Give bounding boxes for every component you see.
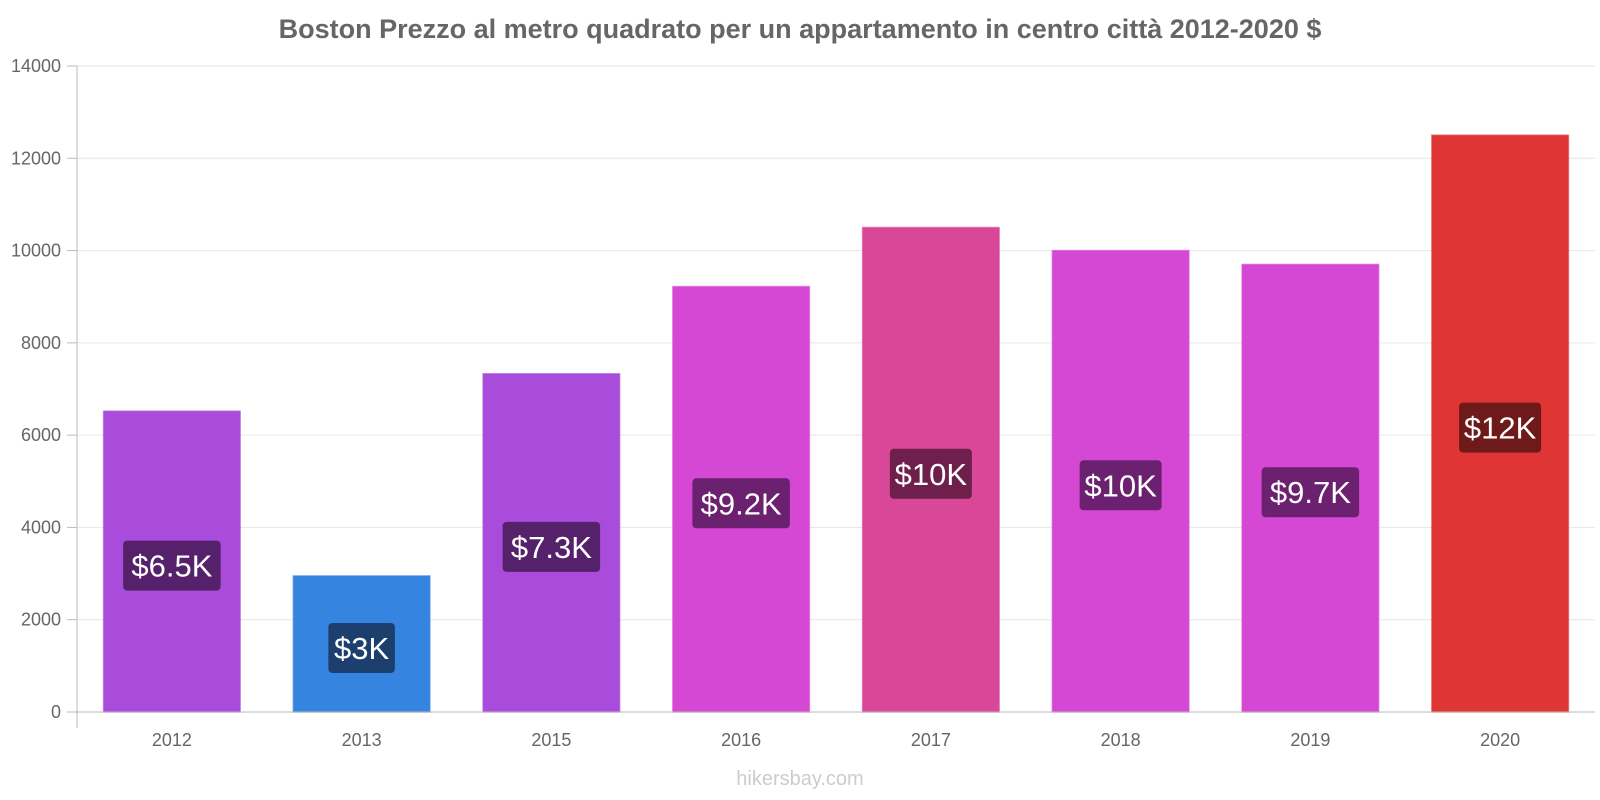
data-label: $10K: [1084, 468, 1157, 503]
y-tick-label: 14000: [11, 56, 61, 76]
data-label-box: [123, 540, 221, 591]
data-label-box: [1261, 467, 1360, 518]
x-tick-label: 2018: [1101, 730, 1141, 750]
data-label-box: [1459, 402, 1542, 453]
data-label: $3K: [334, 631, 389, 666]
y-tick-label: 2000: [21, 610, 61, 630]
data-label-box: [889, 448, 972, 499]
data-label: $6.5K: [131, 549, 212, 584]
data-label: $7.3K: [511, 530, 592, 565]
data-label-box: [328, 622, 395, 673]
axes: 0 2000 4000 6000 8000 10000 12000 14000 2012 2013…: [11, 56, 1595, 750]
x-tick-label: 2017: [911, 730, 951, 750]
data-label: $10K: [895, 457, 968, 492]
data-label: $9.2K: [701, 486, 782, 521]
x-tick-label: 2012: [152, 730, 192, 750]
x-tick-label: 2013: [342, 730, 382, 750]
y-tick-label: 12000: [11, 148, 61, 168]
data-label: $12K: [1464, 411, 1537, 446]
data-label-box: [502, 521, 601, 572]
data-label-box: [1079, 460, 1162, 511]
y-tick-label: 8000: [21, 333, 61, 353]
x-tick-label: 2015: [531, 730, 571, 750]
data-label-box: [692, 478, 790, 529]
y-tick-label: 6000: [21, 425, 61, 445]
x-tick-label: 2020: [1480, 730, 1520, 750]
x-tick-label: 2019: [1290, 730, 1330, 750]
chart-title: Boston Prezzo al metro quadrato per un a…: [278, 14, 1322, 44]
data-labels: $6.5K $3K $7.3K $9.2K $10K $10K $9.7K $12K: [123, 402, 1542, 673]
data-label: $9.7K: [1270, 475, 1351, 510]
y-tick-label: 0: [51, 702, 61, 722]
bars: [102, 134, 1570, 713]
watermark: hikersbay.com: [736, 768, 864, 790]
y-tick-label: 10000: [11, 241, 61, 261]
y-tick-label: 4000: [21, 517, 61, 537]
x-tick-label: 2016: [721, 730, 761, 750]
